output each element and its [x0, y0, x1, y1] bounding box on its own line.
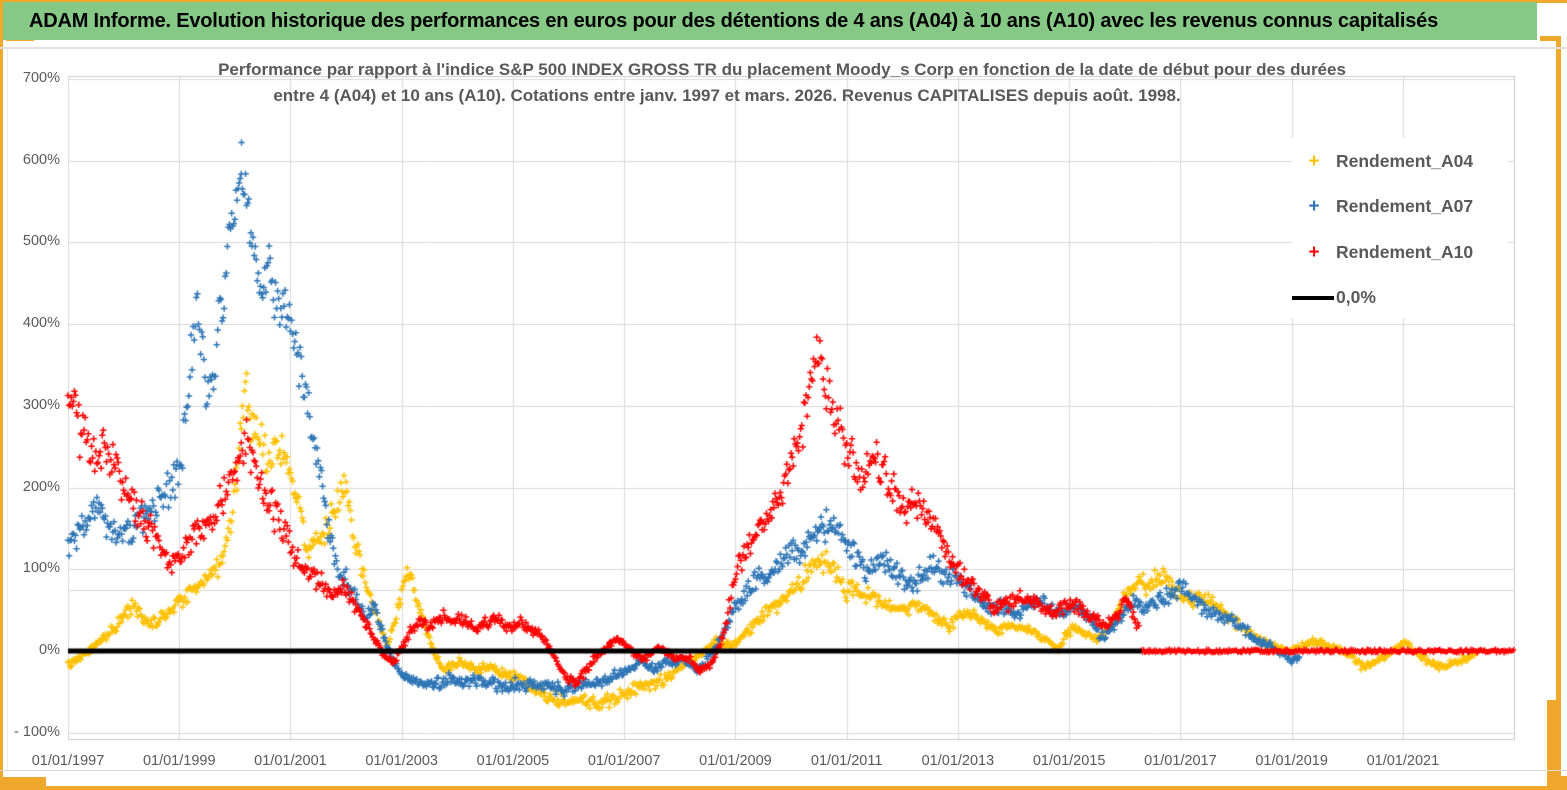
y-axis-tick: 200% — [22, 478, 60, 495]
chart-title-line2: entre 4 (A04) et 10 ans (A10). Cotations… — [273, 86, 1181, 105]
legend-label: Rendement_A10 — [1336, 241, 1474, 262]
header-divider — [0, 47, 1567, 49]
legend-label: Rendement_A07 — [1336, 196, 1474, 216]
y-axis-tick: 100% — [22, 560, 60, 577]
left-column-divider — [7, 49, 8, 770]
chart-title-line1: Performance par rapport à l'indice S&P 5… — [218, 60, 1346, 79]
window-frame-top — [0, 0, 1567, 3]
selection-handle-bottom-right[interactable] — [1547, 700, 1560, 788]
legend-plus-marker-icon: + — [1308, 241, 1320, 263]
x-axis-tick: 01/01/1999 — [142, 753, 216, 769]
header-title: ADAM Informe. Evolution historique des p… — [29, 9, 1438, 32]
x-axis-tick: 01/01/2015 — [1032, 753, 1106, 769]
legend-plus-marker-icon: + — [1308, 150, 1320, 172]
x-axis-tick: 01/01/2017 — [1144, 753, 1217, 769]
legend-label: 0,0% — [1336, 287, 1376, 307]
legend-line-marker-icon — [1292, 295, 1334, 300]
window-frame-left — [0, 0, 3, 790]
legend-label: Rendement_A04 — [1336, 150, 1474, 171]
legend-item-0-0-[interactable]: 0,0% — [1292, 283, 1508, 313]
x-axis-tick: 01/01/2011 — [810, 753, 883, 769]
y-axis-tick: 500% — [22, 233, 60, 250]
y-axis-tick: 600% — [22, 151, 60, 168]
x-axis-tick: 01/01/2005 — [476, 753, 550, 769]
y-axis-tick: 0% — [39, 642, 60, 658]
y-axis-tick: 700% — [22, 69, 60, 86]
x-axis-tick: 01/01/2021 — [1366, 753, 1440, 769]
x-axis-tick: 01/01/2019 — [1255, 753, 1328, 769]
y-axis-tick: 300% — [22, 396, 60, 413]
chart-legend: + Rendement_A04 + Rendement_A07 + Rendement_A… — [1292, 138, 1508, 318]
x-axis-tick: 01/01/1997 — [31, 753, 105, 769]
legend-item-rendement-a04[interactable]: + Rendement_A04 — [1292, 146, 1508, 176]
selection-handle-bottom-right-h[interactable] — [1547, 776, 1567, 788]
x-axis-tick: 01/01/2003 — [365, 753, 438, 769]
x-axis-tick: 01/01/2001 — [254, 753, 327, 769]
legend-item-rendement-a10[interactable]: + Rendement_A10 — [1292, 237, 1508, 267]
legend-item-rendement-a07[interactable]: + Rendement_A07 — [1292, 192, 1508, 222]
selection-handle-top-right[interactable] — [1540, 36, 1561, 41]
y-axis-tick: 400% — [22, 315, 60, 331]
window-frame-bottom — [0, 786, 1567, 790]
x-axis-tick: 01/01/2009 — [699, 753, 772, 769]
footer-divider — [0, 770, 1567, 771]
y-axis-tick: - 100% — [14, 723, 60, 740]
x-axis-tick: 01/01/2013 — [921, 753, 995, 769]
window-frame-right — [1556, 36, 1561, 790]
header-bar: ADAM Informe. Evolution historique des p… — [3, 2, 1537, 40]
selection-handle-bottom-left[interactable] — [0, 777, 46, 786]
legend-plus-marker-icon: + — [1308, 196, 1320, 217]
x-axis-tick: 01/01/2007 — [587, 753, 661, 769]
